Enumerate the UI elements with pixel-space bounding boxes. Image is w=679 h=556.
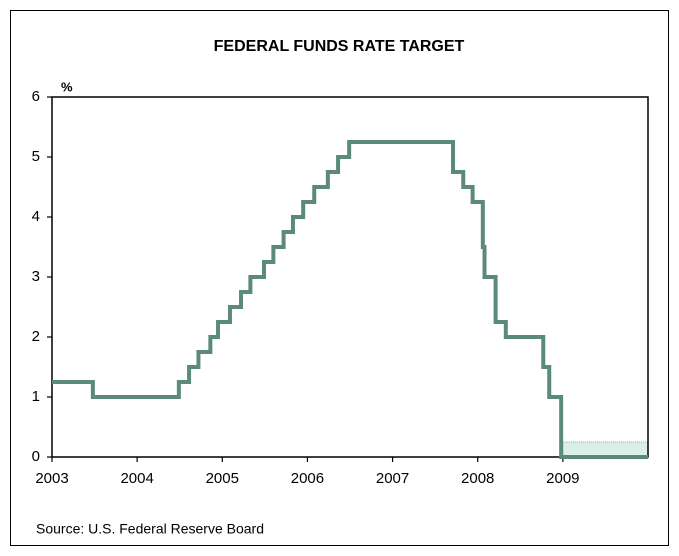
x-tick-label: 2006 [291,470,324,487]
x-tick-label: 2009 [546,470,579,487]
x-tick-label: 2004 [120,470,153,487]
y-tick-label: 5 [32,148,40,165]
data-line [52,140,648,459]
y-tick-label: 6 [32,88,40,105]
y-tick-label: 2 [32,328,40,345]
x-tick-label: 2003 [35,470,68,487]
x-tick-label: 2008 [461,470,494,487]
y-tick-label: 0 [32,448,40,465]
y-tick-label: 1 [32,388,40,405]
y-axis-unit: % [61,79,73,94]
chart-title: FEDERAL FUNDS RATE TARGET [214,38,465,55]
source-note: Source: U.S. Federal Reserve Board [36,521,264,537]
x-tick-label: 2005 [206,470,239,487]
y-tick-label: 4 [32,208,40,225]
x-tick-label: 2007 [376,470,409,487]
chart-frame [10,10,669,546]
shaded-band [562,441,649,458]
y-tick-label: 3 [32,268,40,285]
